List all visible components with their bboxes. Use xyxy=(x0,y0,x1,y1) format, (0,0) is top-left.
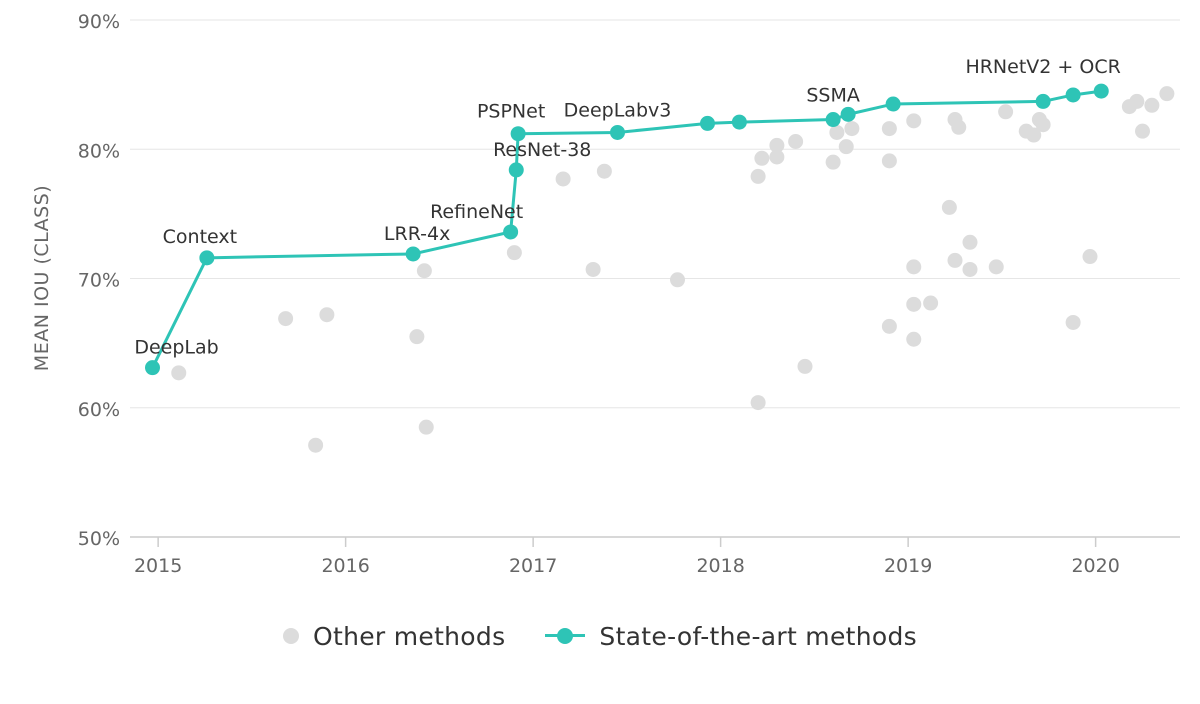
other-method-point-6 xyxy=(418,419,434,435)
x-tick-label-2018: 2018 xyxy=(696,555,744,577)
sota-point-2 xyxy=(405,246,421,262)
other-method-point-5 xyxy=(416,263,432,279)
sota-point-5 xyxy=(510,126,526,142)
sota-point-6 xyxy=(610,124,625,140)
other-method-point-31 xyxy=(941,199,957,215)
other-method-point-29 xyxy=(906,331,922,347)
other-method-point-35 xyxy=(962,234,978,250)
sota-point-11 xyxy=(885,96,901,112)
other-method-point-47 xyxy=(1135,123,1150,139)
other-method-point-30 xyxy=(923,295,939,311)
other-method-point-18 xyxy=(797,358,813,374)
other-method-point-11 xyxy=(670,272,685,288)
legend-marker-state-of-the-art xyxy=(545,628,586,644)
other-method-point-4 xyxy=(409,329,425,345)
other-method-point-14 xyxy=(754,150,770,166)
other-method-point-43 xyxy=(1065,314,1081,330)
sota-label-refinenet: RefineNet xyxy=(430,201,523,223)
y-tick-label-80: 80% xyxy=(78,140,120,162)
other-method-point-22 xyxy=(844,121,860,137)
other-method-point-3 xyxy=(319,307,335,323)
y-tick-label-70: 70% xyxy=(78,270,120,292)
chart-legend: Other methods State-of-the-art methods xyxy=(0,612,1200,660)
sota-point-7 xyxy=(700,115,715,131)
other-method-point-1 xyxy=(278,311,294,327)
other-method-point-21 xyxy=(838,139,854,155)
y-tick-label-50: 50% xyxy=(78,528,120,550)
x-tick-label-2015: 2015 xyxy=(134,555,182,577)
other-method-point-15 xyxy=(769,137,785,153)
other-method-point-42 xyxy=(1035,117,1051,133)
other-method-point-33 xyxy=(947,252,963,268)
legend-label-state-of-the-art-methods: State-of-the-art methods xyxy=(599,621,917,651)
sota-label-deeplab: DeepLab xyxy=(134,337,218,359)
sota-label-resnet-38: ResNet-38 xyxy=(493,139,591,161)
x-tick-label-2020: 2020 xyxy=(1071,555,1119,577)
sota-label-ssma: SSMA xyxy=(806,85,860,107)
legend-item-state-of-the-art-methods[interactable]: State-of-the-art methods xyxy=(545,622,917,651)
other-method-point-24 xyxy=(881,153,897,169)
legend-marker-other-methods xyxy=(283,628,299,644)
other-method-point-37 xyxy=(988,259,1004,275)
other-method-point-10 xyxy=(596,163,612,179)
legend-item-other-methods[interactable]: Other methods xyxy=(283,622,505,651)
x-tick-label-2016: 2016 xyxy=(321,555,369,577)
other-method-point-8 xyxy=(555,171,571,187)
other-method-point-48 xyxy=(1144,97,1160,113)
x-tick-label-2019: 2019 xyxy=(884,555,932,577)
other-method-point-38 xyxy=(998,104,1014,120)
other-method-point-2 xyxy=(308,437,324,453)
sota-label-lrr-4x: LRR-4x xyxy=(384,223,450,245)
other-method-point-26 xyxy=(906,113,922,129)
sota-point-10 xyxy=(840,106,856,122)
sota-point-1 xyxy=(199,250,215,266)
other-method-point-28 xyxy=(906,296,922,312)
other-method-point-49 xyxy=(1159,86,1175,102)
other-method-point-44 xyxy=(1082,249,1098,265)
sota-point-13 xyxy=(1065,87,1081,103)
sota-point-4 xyxy=(508,162,524,178)
other-method-point-27 xyxy=(906,259,922,275)
other-method-point-13 xyxy=(750,395,766,411)
sota-point-9 xyxy=(825,112,841,128)
other-method-point-46 xyxy=(1129,93,1145,109)
x-tick-label-2017: 2017 xyxy=(509,555,557,577)
other-method-point-9 xyxy=(585,261,601,277)
sota-point-8 xyxy=(731,114,747,130)
legend-label-other-methods: Other methods xyxy=(313,621,506,651)
other-method-point-40 xyxy=(1026,127,1042,143)
other-method-point-17 xyxy=(788,133,804,149)
other-method-point-12 xyxy=(750,168,766,184)
sota-point-14 xyxy=(1093,83,1109,99)
other-method-point-36 xyxy=(962,261,978,277)
y-tick-label-90: 90% xyxy=(78,11,120,33)
sota-label-hrnetv2-ocr: HRNetV2 + OCR xyxy=(965,56,1120,78)
other-method-point-7 xyxy=(506,245,522,261)
sota-label-pspnet: PSPNet xyxy=(477,101,545,123)
other-method-point-20 xyxy=(829,124,845,140)
sota-point-0 xyxy=(145,360,160,376)
other-method-point-0 xyxy=(171,365,187,381)
other-method-point-25 xyxy=(881,318,897,334)
sota-point-3 xyxy=(503,224,519,240)
y-tick-label-60: 60% xyxy=(78,399,120,421)
y-axis-title: MEAN IOU (CLASS) xyxy=(31,185,53,371)
other-method-point-23 xyxy=(881,121,897,137)
other-method-point-16 xyxy=(769,149,785,165)
sota-point-12 xyxy=(1035,93,1051,109)
other-method-point-34 xyxy=(951,119,967,135)
sota-label-deeplabv3: DeepLabv3 xyxy=(564,99,672,121)
other-method-point-19 xyxy=(825,154,841,170)
sota-label-context: Context xyxy=(163,226,237,248)
